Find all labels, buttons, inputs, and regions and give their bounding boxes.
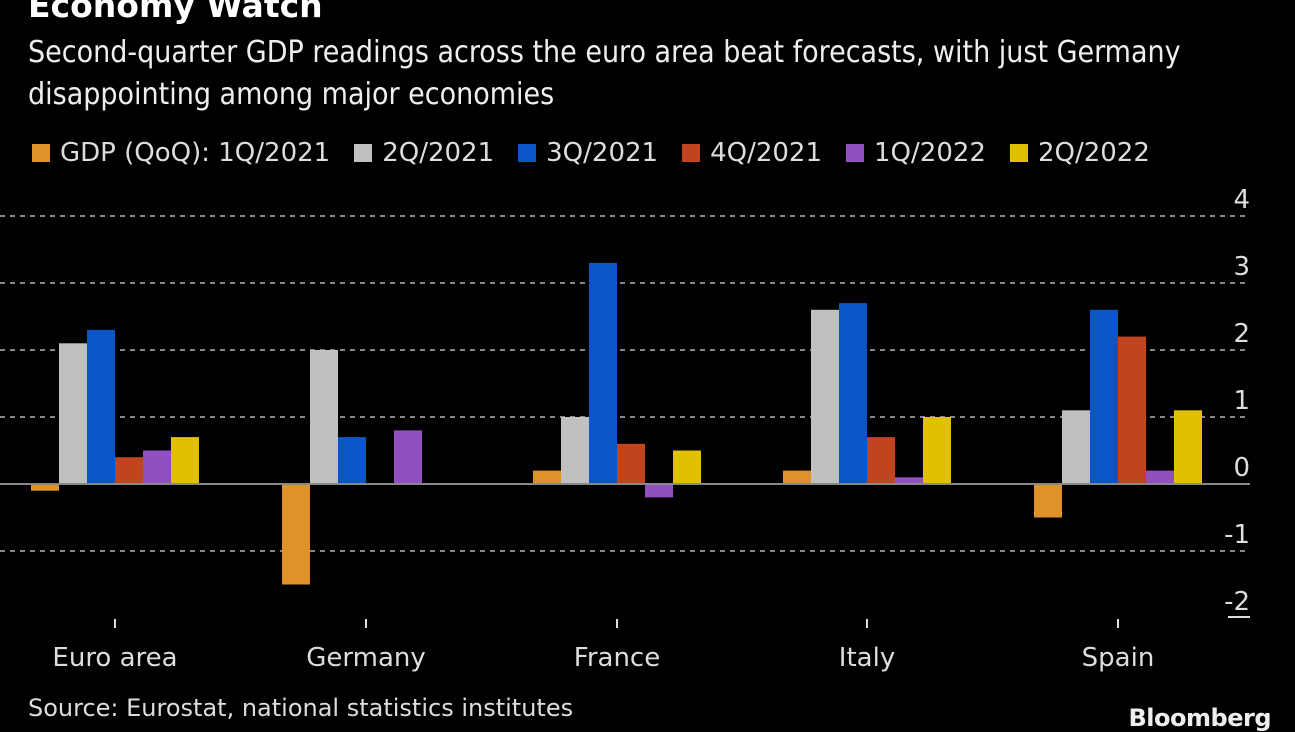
bar-italy-3 — [867, 437, 895, 484]
bar-france-1 — [561, 417, 589, 484]
legend-swatch — [32, 144, 50, 162]
bar-spain-4 — [1146, 470, 1174, 484]
legend-item: 3Q/2021 — [518, 138, 658, 168]
legend-swatch — [1009, 144, 1028, 162]
bar-italy-2 — [839, 303, 867, 484]
x-tick-label: France — [574, 643, 660, 673]
legend-item: 2Q/2022 — [1009, 138, 1150, 168]
legend-item: 2Q/2021 — [354, 138, 494, 168]
legend-label: 1Q/2022 — [874, 138, 986, 168]
bar-spain-3 — [1118, 336, 1146, 484]
legend-swatch — [682, 144, 701, 162]
legend-label: GDP (QoQ): 1Q/2021 — [60, 138, 331, 168]
bar-italy-4 — [895, 477, 923, 484]
legend-label: 2Q/2022 — [1037, 138, 1150, 168]
bar-france-4 — [645, 484, 673, 498]
bar-spain-2 — [1090, 309, 1118, 484]
y-tick-label: 1 — [1233, 386, 1250, 416]
legend-item: GDP (QoQ): 1Q/2021 — [32, 138, 330, 168]
bar-germany-2 — [338, 437, 366, 484]
x-tick-label: Spain — [1082, 643, 1155, 673]
x-tick-label: Euro area — [52, 643, 177, 673]
bar-spain-5 — [1174, 410, 1202, 484]
bar-italy-5 — [923, 417, 951, 484]
legend-label: 4Q/2021 — [710, 138, 823, 168]
y-tick-label: 3 — [1233, 252, 1250, 282]
bar-france-0 — [533, 470, 561, 484]
bar-france-5 — [673, 450, 701, 484]
y-tick-label: -2 — [1224, 587, 1250, 617]
bar-euro-area-5 — [171, 437, 199, 484]
bar-italy-0 — [783, 470, 811, 484]
chart-title: Economy Watch — [28, 0, 323, 25]
y-tick-label: 0 — [1233, 453, 1250, 483]
bar-euro-area-1 — [59, 343, 87, 484]
bar-spain-0 — [1034, 484, 1062, 518]
y-tick-label: 2 — [1233, 319, 1250, 349]
legend-swatch — [354, 144, 373, 162]
x-tick-label: Germany — [306, 643, 426, 673]
legend-swatch — [518, 144, 537, 162]
chart-subtitle: Second-quarter GDP readings across the e… — [28, 35, 1181, 112]
source-note: Source: Eurostat, national statistics in… — [28, 694, 574, 722]
legend-label: 3Q/2021 — [546, 138, 659, 168]
bar-germany-1 — [310, 350, 338, 484]
bar-euro-area-3 — [115, 457, 143, 484]
legend-item: 1Q/2022 — [846, 138, 986, 168]
bloomberg-logo: Bloomberg — [1128, 704, 1272, 732]
legend-swatch — [846, 144, 865, 162]
y-tick-label: -1 — [1224, 520, 1250, 550]
legend: GDP (QoQ): 1Q/2021 2Q/2021 3Q/2021 4Q/2021 1… — [32, 138, 1174, 168]
bar-germany-4 — [394, 430, 422, 484]
bar-france-2 — [589, 262, 617, 484]
bar-euro-area-4 — [143, 450, 171, 484]
bar-euro-area-2 — [87, 329, 115, 484]
legend-label: 2Q/2021 — [382, 138, 495, 168]
bar-spain-1 — [1062, 410, 1090, 484]
legend-item: 4Q/2021 — [682, 138, 822, 168]
bar-italy-1 — [811, 309, 839, 484]
x-tick-label: Italy — [839, 643, 895, 673]
bar-france-3 — [617, 443, 645, 484]
y-tick-label: 4 — [1233, 185, 1250, 215]
bar-euro-area-0 — [31, 484, 59, 491]
bar-germany-0 — [282, 484, 310, 585]
